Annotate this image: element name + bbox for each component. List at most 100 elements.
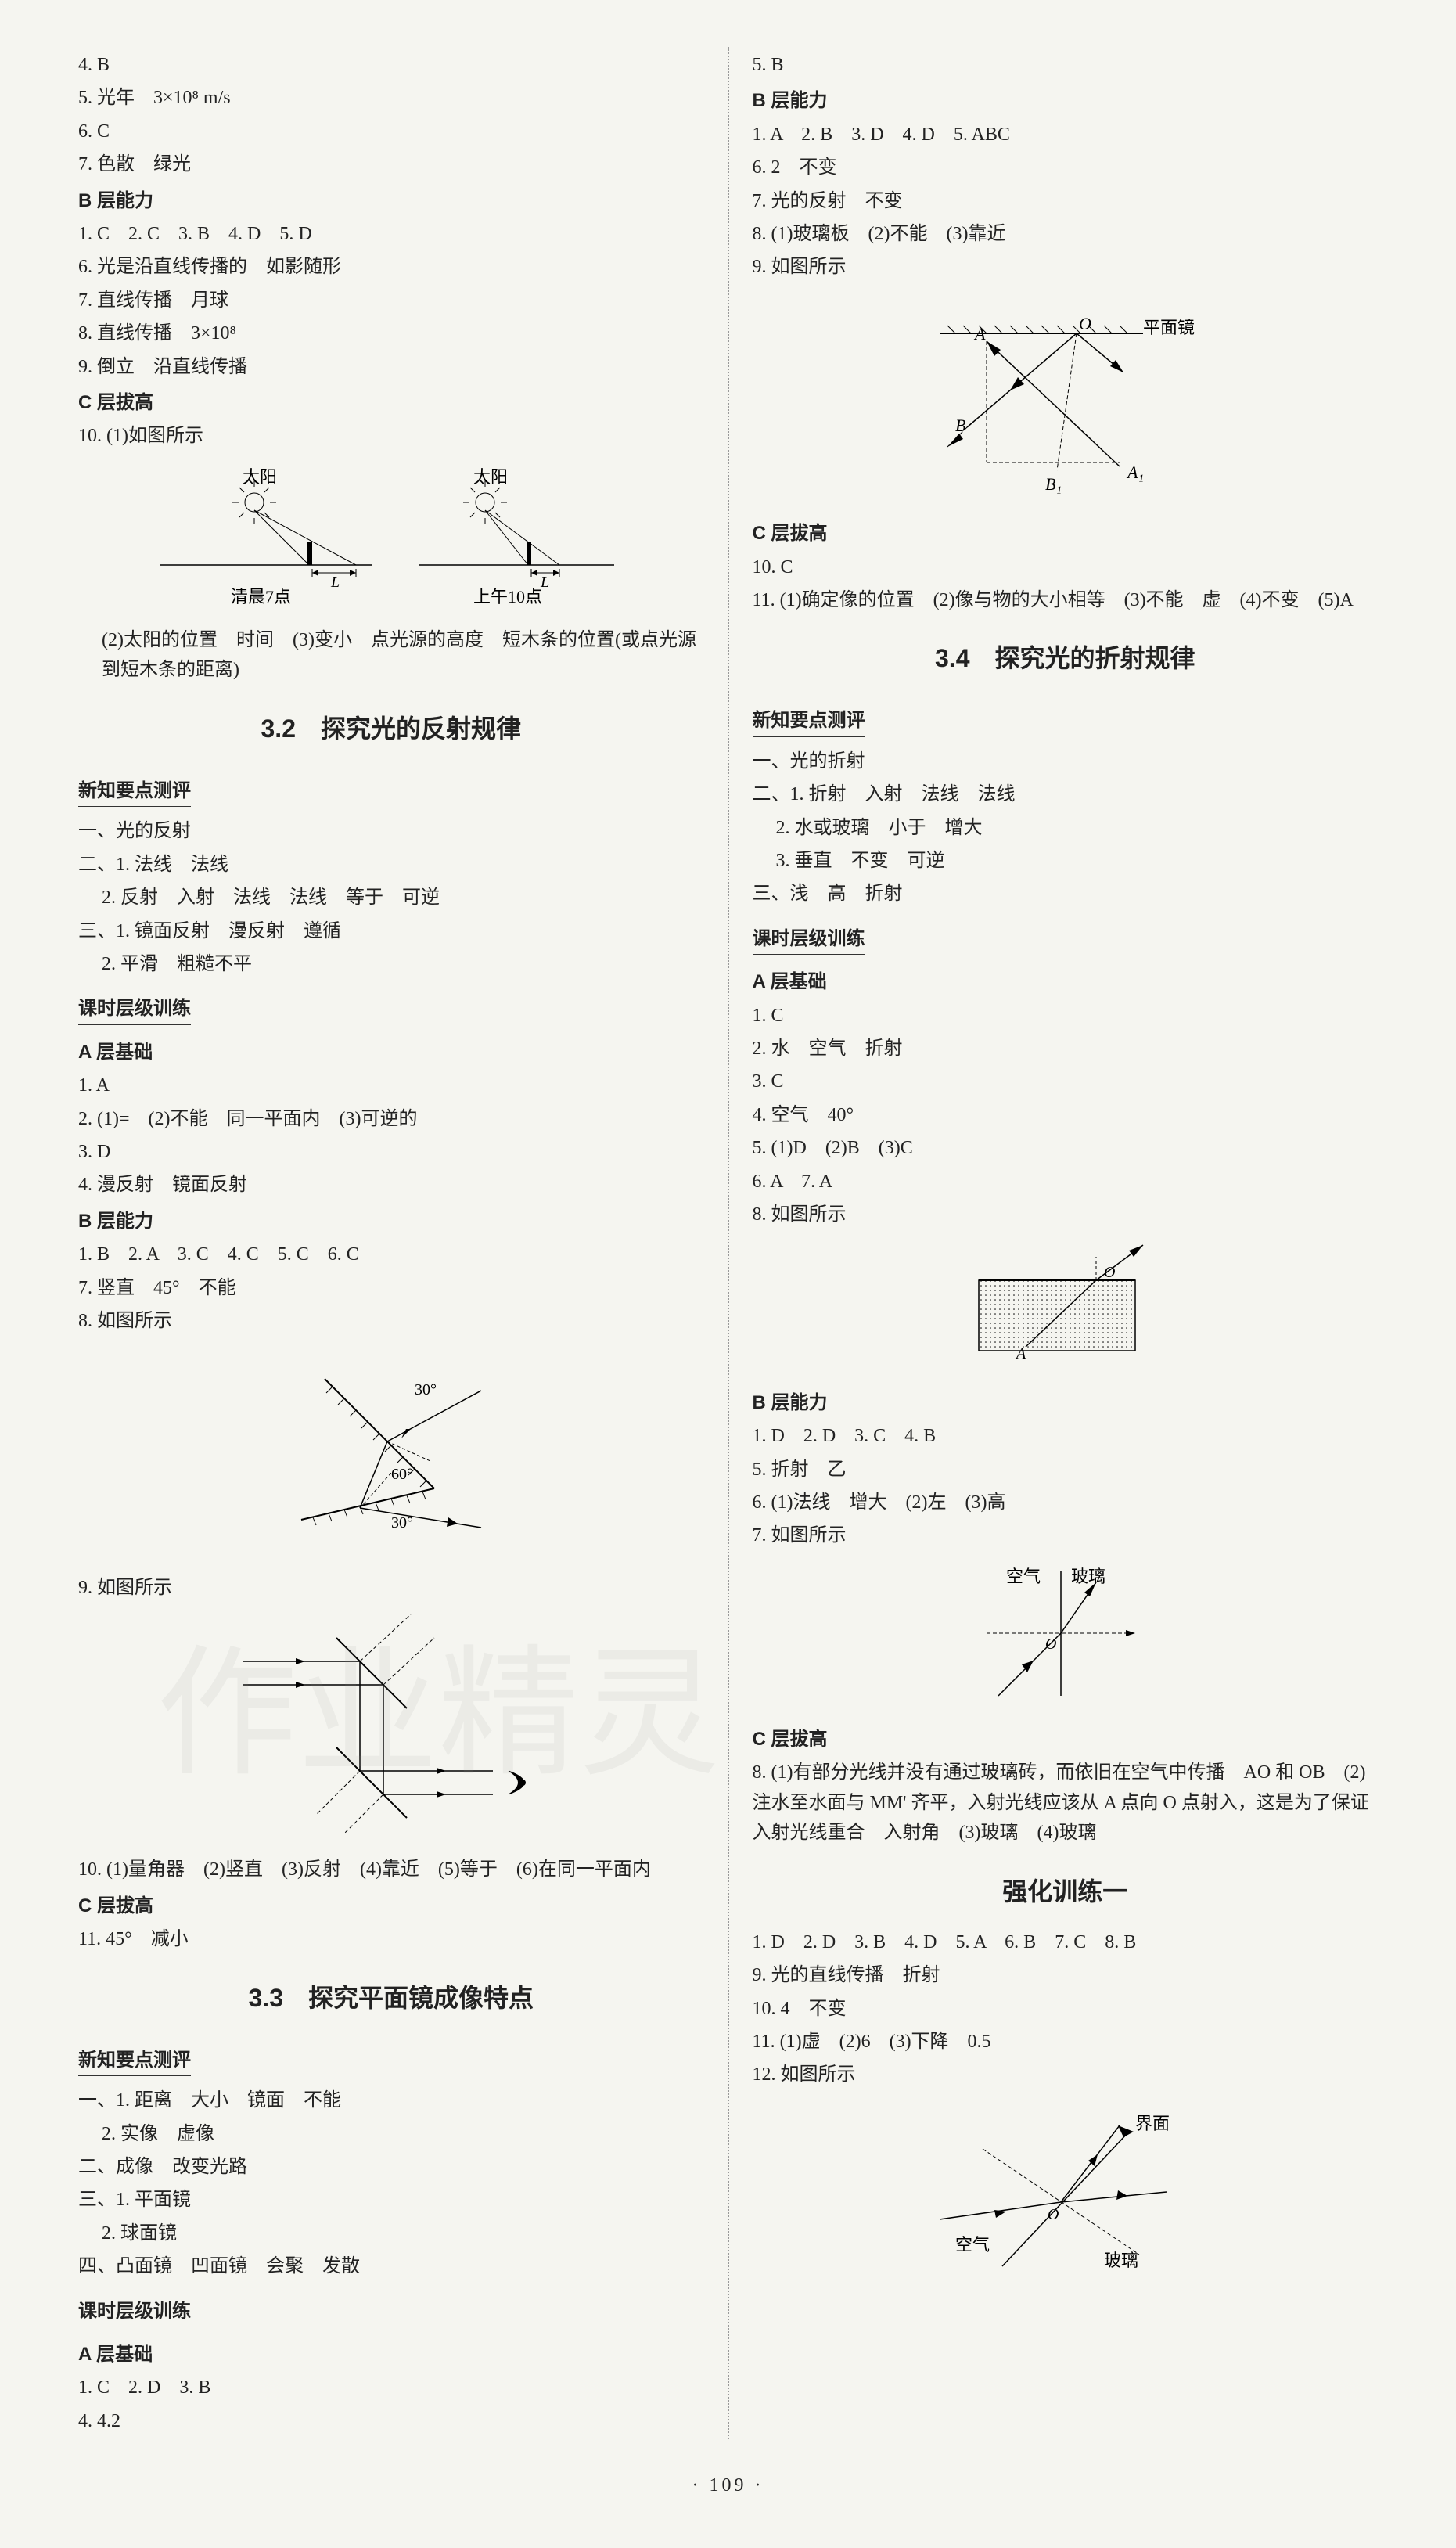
answer-line: 11. (1)确定像的位置 (2)像与物的大小相等 (3)不能 虚 (4)不变 … <box>753 585 1379 615</box>
answer-line: 6. C <box>78 117 704 146</box>
level-a-heading: A 层基础 <box>78 2340 704 2370</box>
air-glass-figure: 空气 玻璃 O <box>753 1563 1379 1713</box>
answer-line: 7. 如图所示 <box>753 1521 1379 1550</box>
length-label: L <box>330 574 340 591</box>
level-c-heading: C 层拔高 <box>78 388 704 418</box>
subsection-heading: 新知要点测评 <box>753 706 865 736</box>
answer-line: 二、1. 折射 入射 法线 法线 <box>753 779 1379 809</box>
angle-30-label: 30° <box>415 1381 437 1398</box>
subsection-heading: 课时层级训练 <box>78 994 191 1024</box>
answer-line: 四、凸面镜 凹面镜 会聚 发散 <box>78 2251 704 2281</box>
answer-line: 三、1. 镜面反射 漫反射 遵循 <box>78 916 704 946</box>
answer-line: 3. C <box>753 1067 1379 1096</box>
subsection-heading: 课时层级训练 <box>753 924 865 955</box>
answer-line: 5. 光年 3×10⁸ m/s <box>78 83 704 113</box>
answer-line: 11. (1)虚 (2)6 (3)下降 0.5 <box>753 2027 1379 2057</box>
page-container: 4. B 5. 光年 3×10⁸ m/s 6. C 7. 色散 绿光 B 层能力… <box>78 47 1378 2439</box>
answer-line: 6. 2 不变 <box>753 153 1379 182</box>
level-b-heading: B 层能力 <box>78 186 704 216</box>
answer-line: 7. 色散 绿光 <box>78 149 704 179</box>
plane-mirror-figure: A O 平面镜 B B₁ A₁ <box>753 294 1379 507</box>
answer-line: 4. B <box>78 50 704 80</box>
air-label: 空气 <box>1006 1567 1041 1586</box>
point-b-label: B <box>955 416 965 435</box>
section-3-4-title: 3.4 探究光的折射规律 <box>753 639 1379 678</box>
answer-line: 1. C 2. D 3. B <box>78 2373 704 2402</box>
answer-line: 5. 折射 乙 <box>753 1455 1379 1485</box>
answer-line: 1. D 2. D 3. B 4. D 5. A 6. B 7. C 8. B <box>753 1927 1379 1957</box>
answer-line: 2. 水 空气 折射 <box>753 1034 1379 1063</box>
section-3-2-title: 3.2 探究光的反射规律 <box>78 709 704 749</box>
answer-line: 8. (1)有部分光线并没有通过玻璃砖，而依旧在空气中传播 AO 和 OB (2… <box>753 1758 1379 1848</box>
answer-line: 2. 反射 入射 法线 法线 等于 可逆 <box>78 883 704 912</box>
answer-line: 6. A 7. A <box>753 1167 1379 1197</box>
subsection-heading: 新知要点测评 <box>78 776 191 807</box>
answer-line: 5. B <box>753 50 1379 80</box>
answer-line: 8. (1)玻璃板 (2)不能 (3)靠近 <box>753 219 1379 249</box>
answer-line: 2. 球面镜 <box>78 2219 704 2248</box>
left-column: 4. B 5. 光年 3×10⁸ m/s 6. C 7. 色散 绿光 B 层能力… <box>78 47 704 2439</box>
answer-line: 8. 如图所示 <box>753 1200 1379 1229</box>
answer-line: 9. 如图所示 <box>753 252 1379 282</box>
point-o-label: O <box>1045 1636 1056 1653</box>
section-qianghua-title: 强化训练一 <box>753 1872 1379 1912</box>
answer-line: 1. B 2. A 3. C 4. C 5. C 6. C <box>78 1240 704 1269</box>
answer-line: 2. 实像 虚像 <box>78 2119 704 2149</box>
answer-line: 三、浅 高 折射 <box>753 879 1379 909</box>
answer-line: 一、1. 距离 大小 镜面 不能 <box>78 2086 704 2115</box>
answer-line: 一、光的反射 <box>78 816 704 846</box>
page-number: · 109 · <box>78 2471 1378 2500</box>
answer-line: 12. 如图所示 <box>753 2060 1379 2089</box>
answer-line: 10. 4 不变 <box>753 1994 1379 2024</box>
answer-line: 二、1. 法线 法线 <box>78 850 704 880</box>
subsection-heading: 新知要点测评 <box>78 2046 191 2076</box>
answer-line: 1. A <box>78 1071 704 1100</box>
level-a-heading: A 层基础 <box>753 967 1379 997</box>
subsection-heading: 课时层级训练 <box>78 2297 191 2327</box>
mirror-label: 平面镜 <box>1143 318 1195 337</box>
refraction-water-figure: O A <box>753 1241 1379 1376</box>
answer-line: 9. 如图所示 <box>78 1573 704 1603</box>
answer-line: 2. 水或玻璃 小于 增大 <box>753 813 1379 843</box>
sun-label: 太阳 <box>243 467 277 487</box>
answer-line: 1. D 2. D 3. C 4. B <box>753 1421 1379 1451</box>
point-a-label: A <box>1015 1345 1026 1362</box>
answer-line: 7. 光的反射 不变 <box>753 186 1379 216</box>
answer-line: 8. 如图所示 <box>78 1306 704 1336</box>
point-b1-label: B₁ <box>1045 474 1062 494</box>
right-column: 5. B B 层能力 1. A 2. B 3. D 4. D 5. ABC 6.… <box>753 47 1379 2439</box>
answer-line: 2. 平滑 粗糙不平 <box>78 949 704 979</box>
answer-line: 2. (1)= (2)不能 同一平面内 (3)可逆的 <box>78 1104 704 1134</box>
answer-line: 1. C 2. C 3. B 4. D 5. D <box>78 219 704 249</box>
answer-line: 7. 直线传播 月球 <box>78 286 704 315</box>
level-b-heading: B 层能力 <box>753 1388 1379 1418</box>
boundary-refraction-figure: 界面 空气 玻璃 O <box>753 2102 1379 2291</box>
angle-30-label: 30° <box>391 1514 413 1531</box>
answer-line: 3. D <box>78 1137 704 1167</box>
answer-line: (2)太阳的位置 时间 (3)变小 点光源的高度 短木条的位置(或点光源到短木条… <box>78 625 704 686</box>
level-b-heading: B 层能力 <box>753 86 1379 116</box>
answer-line: 8. 直线传播 3×10⁸ <box>78 318 704 348</box>
answer-line: 6. (1)法线 增大 (2)左 (3)高 <box>753 1488 1379 1517</box>
boundary-label: 界面 <box>1135 2114 1170 2133</box>
glass-label: 玻璃 <box>1071 1567 1105 1586</box>
answer-line: 4. 漫反射 镜面反射 <box>78 1170 704 1200</box>
answer-line: 9. 倒立 沿直线传播 <box>78 352 704 382</box>
level-c-heading: C 层拔高 <box>753 519 1379 549</box>
angle-60-label: 60° <box>391 1466 413 1483</box>
air-label: 空气 <box>955 2235 990 2255</box>
time-label-7am: 清晨7点 <box>231 587 291 604</box>
answer-line: 7. 竖直 45° 不能 <box>78 1273 704 1303</box>
answer-line: 4. 空气 40° <box>753 1100 1379 1130</box>
point-o-label: O <box>1079 314 1091 333</box>
level-a-heading: A 层基础 <box>78 1038 704 1067</box>
answer-line: 9. 光的直线传播 折射 <box>753 1960 1379 1990</box>
level-b-heading: B 层能力 <box>78 1207 704 1236</box>
reflection-angle-figure: 30° 60° 30° <box>78 1348 704 1560</box>
answer-line: 二、成像 改变光路 <box>78 2152 704 2182</box>
time-label-10am: 上午10点 <box>473 587 542 604</box>
answer-line: 1. A 2. B 3. D 4. D 5. ABC <box>753 120 1379 149</box>
periscope-figure <box>78 1614 704 1843</box>
answer-line: 一、光的折射 <box>753 747 1379 776</box>
level-c-heading: C 层拔高 <box>753 1725 1379 1754</box>
